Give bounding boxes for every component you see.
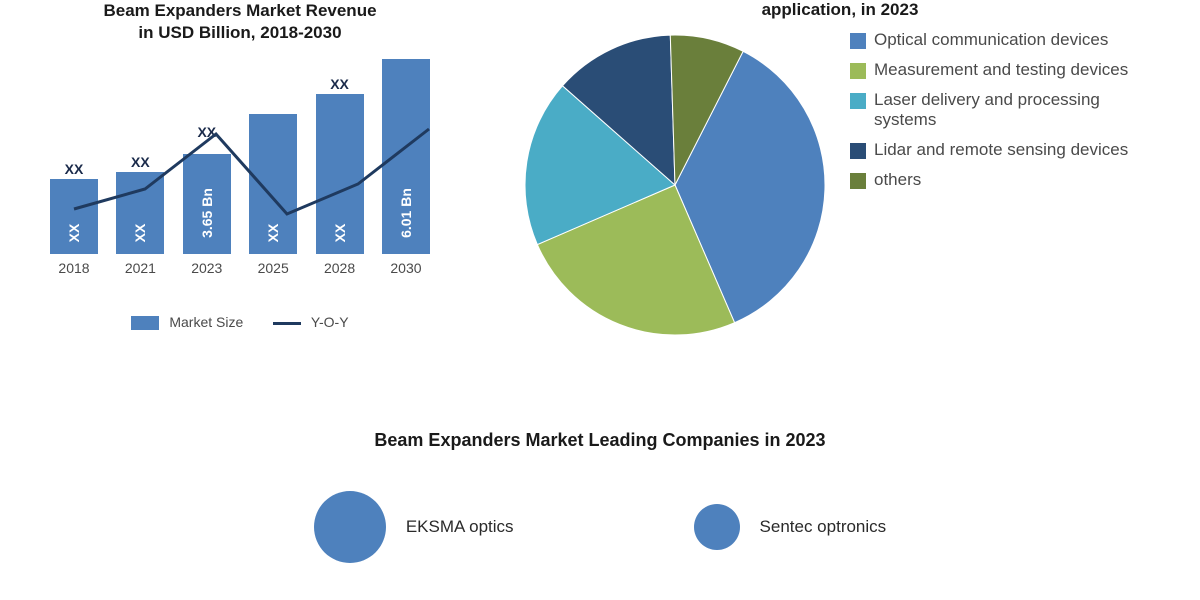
company-label: Sentec optronics: [760, 517, 887, 537]
bar-col: XXXX: [116, 172, 164, 254]
bar-col: 6.01 Bn: [382, 59, 430, 254]
bar-chart-section: Beam Expanders Market Revenue in USD Bil…: [0, 0, 480, 400]
x-tick-label: 2028: [316, 260, 364, 276]
bar-legend: Market Size Y-O-Y: [20, 314, 460, 330]
pie-legend-label: others: [874, 170, 921, 190]
pie-legend-swatch: [850, 143, 866, 159]
company-bubble-item: EKSMA optics: [314, 491, 514, 563]
pie-legend-label: Lidar and remote sensing devices: [874, 140, 1128, 160]
pie-legend-item: Optical communication devices: [850, 30, 1130, 50]
pie-chart-title: application, in 2023: [762, 0, 919, 20]
legend-swatch-yoy: [273, 322, 301, 325]
bar-col: XXXX: [316, 94, 364, 254]
pie-wrap: [520, 30, 830, 340]
x-tick-label: 2025: [249, 260, 297, 276]
company-bubble-item: Sentec optronics: [694, 504, 887, 550]
pie-section: application, in 2023 Optical communicati…: [480, 0, 1200, 400]
bar: 3.65 Bn: [183, 154, 231, 254]
legend-yoy-label: Y-O-Y: [311, 314, 349, 330]
bar-plot: XXXXXXXXXX3.65 BnXXXXXX6.01 Bn 201820212…: [30, 54, 450, 294]
x-tick-label: 2018: [50, 260, 98, 276]
bar: XX: [116, 172, 164, 254]
pie-legend-swatch: [850, 173, 866, 189]
pie-legend-swatch: [850, 63, 866, 79]
x-axis: 2018 2021 2023 2025 2028 2030: [50, 260, 430, 276]
pie-legend-swatch: [850, 93, 866, 109]
legend-market: Market Size: [131, 314, 243, 330]
bar-value-label: 6.01 Bn: [398, 188, 414, 238]
pie-legend: Optical communication devices Measurement…: [850, 30, 1130, 400]
bar-value-label: 3.65 Bn: [199, 188, 215, 238]
pie-legend-label: Laser delivery and processing systems: [874, 90, 1130, 130]
bar-col: XXXX: [50, 179, 98, 254]
bar: XX: [316, 94, 364, 254]
pie-chart: [520, 30, 830, 340]
company-bubble: [694, 504, 740, 550]
bar: 6.01 Bn: [382, 59, 430, 254]
title-line1: Beam Expanders Market Revenue: [103, 1, 376, 20]
legend-yoy: Y-O-Y: [273, 314, 348, 330]
bar-col: XX3.65 Bn: [183, 154, 231, 254]
pie-legend-item: others: [850, 170, 1130, 190]
bar-value-label: XX: [66, 224, 82, 243]
bar: XX: [50, 179, 98, 254]
pie-legend-label: Optical communication devices: [874, 30, 1108, 50]
x-tick-label: 2021: [116, 260, 164, 276]
bar-annotation: XX: [197, 124, 216, 140]
title-line2: in USD Billion, 2018-2030: [138, 23, 341, 42]
bubbles-row: EKSMA optics Sentec optronics: [0, 491, 1200, 563]
bar-chart-title: Beam Expanders Market Revenue in USD Bil…: [20, 0, 460, 44]
x-tick-label: 2030: [382, 260, 430, 276]
pie-legend-label: Measurement and testing devices: [874, 60, 1128, 80]
companies-section: Beam Expanders Market Leading Companies …: [0, 400, 1200, 563]
companies-title: Beam Expanders Market Leading Companies …: [0, 430, 1200, 451]
bar-value-label: XX: [132, 224, 148, 243]
bar: XX: [249, 114, 297, 254]
pie-legend-swatch: [850, 33, 866, 49]
pie-legend-item: Laser delivery and processing systems: [850, 90, 1130, 130]
x-tick-label: 2023: [183, 260, 231, 276]
bar-annotation: XX: [330, 76, 349, 92]
bar-annotation: XX: [131, 154, 150, 170]
legend-market-label: Market Size: [169, 314, 243, 330]
bar-value-label: XX: [265, 224, 281, 243]
legend-swatch-market: [131, 316, 159, 330]
bars-container: XXXXXXXXXX3.65 BnXXXXXX6.01 Bn: [50, 74, 430, 254]
pie-legend-item: Measurement and testing devices: [850, 60, 1130, 80]
pie-legend-item: Lidar and remote sensing devices: [850, 140, 1130, 160]
bar-annotation: XX: [65, 161, 84, 177]
top-row: Beam Expanders Market Revenue in USD Bil…: [0, 0, 1200, 400]
bar-col: XX: [249, 114, 297, 254]
company-bubble: [314, 491, 386, 563]
bar-value-label: XX: [332, 224, 348, 243]
company-label: EKSMA optics: [406, 517, 514, 537]
